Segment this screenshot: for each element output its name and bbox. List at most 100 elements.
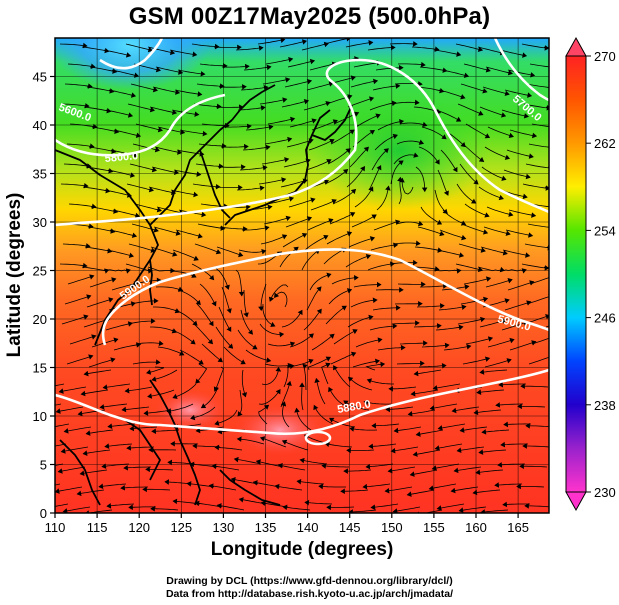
streamline	[153, 226, 181, 235]
streamline	[462, 143, 484, 162]
streamline	[482, 429, 510, 433]
streamline	[112, 209, 140, 217]
wind-arrowhead	[193, 255, 199, 261]
wind-arrowhead	[421, 281, 426, 288]
streamline	[179, 349, 204, 365]
wind-arrowhead	[372, 297, 378, 304]
wind-arrowhead	[201, 211, 207, 218]
streamline	[522, 183, 549, 189]
wind-arrowhead	[525, 173, 531, 180]
streamline	[59, 386, 87, 393]
streamline	[83, 449, 111, 455]
colorbar-tick-label: 246	[594, 311, 616, 326]
wind-arrowhead	[255, 459, 261, 465]
streamline	[259, 98, 287, 105]
streamline	[521, 263, 549, 269]
wind-arrowhead	[369, 236, 376, 242]
wind-arrowhead	[243, 312, 249, 318]
streamline	[216, 246, 243, 256]
wind-arrowhead	[451, 407, 457, 414]
streamline	[86, 429, 114, 435]
wind-arrowhead	[456, 51, 462, 57]
streamline	[309, 63, 337, 71]
streamline	[190, 406, 216, 419]
streamline	[280, 381, 291, 408]
wind-arrowhead	[226, 308, 232, 314]
x-tick-label: 155	[423, 520, 445, 535]
streamline	[103, 383, 131, 389]
wind-arrowhead	[134, 212, 141, 218]
wind-arrowhead	[101, 463, 107, 469]
streamline	[346, 449, 375, 451]
wind-arrowhead	[434, 159, 440, 165]
wind-arrowhead	[464, 284, 470, 290]
streamline	[177, 289, 201, 305]
streamline	[66, 143, 94, 148]
wind-arrowhead	[164, 479, 170, 485]
wind-arrowhead	[98, 483, 104, 490]
wind-arrowhead	[178, 69, 184, 75]
streamline	[330, 129, 355, 145]
wind-arrowhead	[517, 403, 522, 410]
streamline	[201, 343, 223, 363]
streamline	[368, 165, 382, 191]
streamline	[460, 83, 487, 93]
streamline	[110, 149, 138, 157]
streamline	[521, 385, 549, 388]
wind-arrowhead	[371, 214, 377, 220]
wind-arrowhead	[501, 318, 507, 324]
wind-arrowhead	[57, 468, 63, 474]
wind-arrowhead	[309, 58, 316, 65]
wind-arrowhead	[274, 292, 280, 299]
streamline	[411, 389, 439, 395]
wind-arrowhead	[121, 406, 127, 413]
streamline	[433, 383, 461, 389]
streamline	[369, 325, 397, 331]
streamline	[394, 426, 422, 432]
wind-arrowhead	[190, 414, 196, 421]
wind-arrowhead	[415, 431, 421, 437]
wind-arrowhead	[142, 486, 147, 493]
streamline	[260, 283, 267, 311]
wind-arrowhead	[192, 51, 198, 58]
streamline	[527, 223, 549, 228]
streamline	[523, 445, 549, 448]
wind-arrowhead	[126, 445, 132, 451]
wind-arrowhead	[310, 197, 316, 203]
streamline	[126, 183, 154, 191]
y-tick-label: 0	[40, 506, 47, 521]
streamline	[240, 86, 268, 91]
wind-arrowhead	[522, 443, 527, 449]
streamline	[130, 83, 158, 91]
wind-arrowhead	[398, 160, 404, 166]
streamline	[485, 279, 513, 288]
streamline	[282, 440, 309, 451]
streamline	[241, 369, 246, 397]
wind-arrowhead	[410, 390, 416, 397]
streamline	[363, 483, 391, 488]
streamline	[525, 505, 549, 508]
streamline	[333, 329, 358, 345]
streamline	[60, 183, 88, 187]
streamline	[454, 466, 482, 472]
streamline	[354, 186, 374, 208]
streamline	[238, 249, 266, 253]
wind-arrowhead	[553, 65, 557, 69]
streamline	[318, 485, 346, 488]
wind-arrowhead	[375, 113, 381, 119]
streamline	[353, 284, 381, 288]
streamline	[367, 47, 395, 51]
wind-arrowhead	[104, 443, 110, 449]
coastlines	[55, 84, 353, 506]
streamline	[367, 379, 394, 385]
wind-arrowhead	[329, 417, 335, 423]
streamline	[209, 485, 237, 491]
wind-arrowhead	[555, 125, 559, 129]
streamline	[245, 349, 271, 362]
wind-arrowhead	[480, 316, 486, 323]
streamline	[529, 63, 549, 68]
streamline	[281, 100, 309, 108]
wind-arrowhead	[55, 408, 61, 414]
wind-arrowhead	[80, 390, 86, 397]
wind-arrowhead	[128, 504, 133, 510]
